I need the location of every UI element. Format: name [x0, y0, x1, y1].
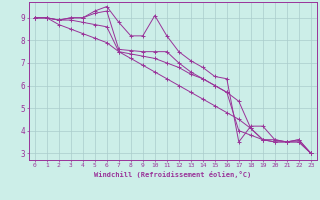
- X-axis label: Windchill (Refroidissement éolien,°C): Windchill (Refroidissement éolien,°C): [94, 171, 252, 178]
